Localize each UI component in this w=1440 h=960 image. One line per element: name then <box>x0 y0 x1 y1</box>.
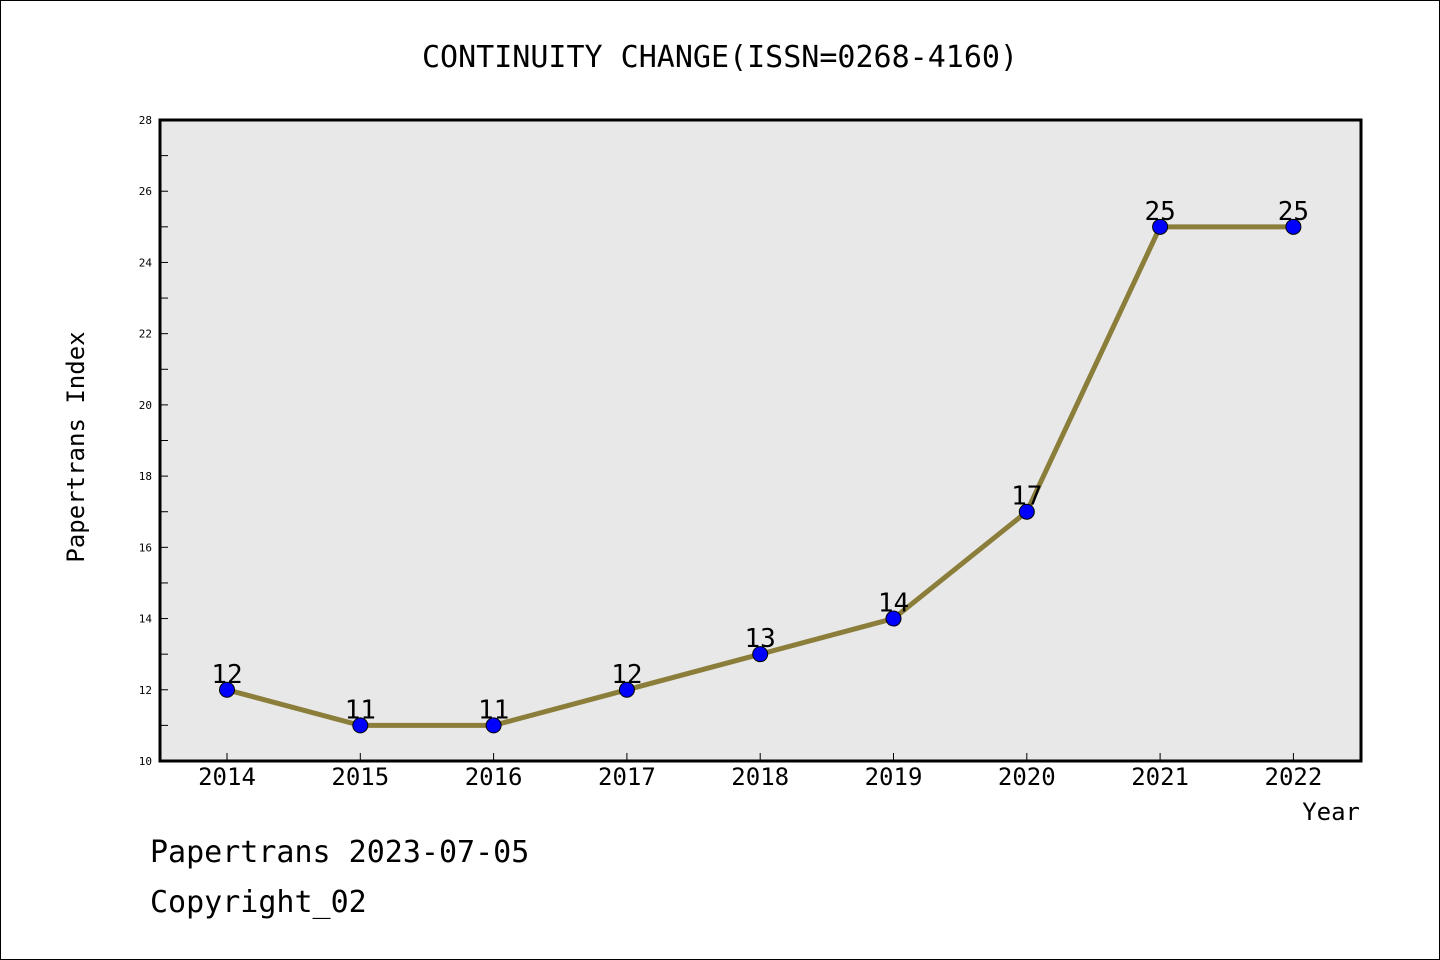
y-tick-label: 18 <box>139 470 152 483</box>
data-label: 11 <box>478 695 509 725</box>
data-point <box>1285 218 1302 235</box>
y-tick-label: 12 <box>139 684 152 697</box>
data-point <box>885 610 902 627</box>
data-label: 25 <box>1144 197 1175 227</box>
data-point <box>752 646 769 663</box>
data-label: 17 <box>1011 482 1042 512</box>
data-point <box>1018 503 1035 520</box>
data-point <box>618 681 635 698</box>
data-label: 13 <box>745 624 776 654</box>
plot-border <box>158 118 1363 763</box>
data-label: 12 <box>611 660 642 690</box>
y-tick-label: 26 <box>139 185 152 198</box>
x-tick-label: 2021 <box>1131 763 1189 791</box>
data-label: 11 <box>345 695 376 725</box>
data-point <box>219 681 235 698</box>
x-tick-label: 2014 <box>198 763 256 791</box>
data-label: 25 <box>1278 197 1309 227</box>
footer-copyright: Copyright_02 <box>150 885 367 920</box>
x-tick-label: 2020 <box>998 763 1056 791</box>
y-axis-label: Papertrans Index <box>62 331 90 562</box>
footer-date: Papertrans 2023-07-05 <box>150 835 530 870</box>
data-label: 12 <box>211 660 242 690</box>
y-tick-label: 24 <box>139 256 153 269</box>
data-label: 14 <box>878 589 909 619</box>
y-tick-label: 28 <box>139 114 152 127</box>
x-tick-label: 2019 <box>865 763 923 791</box>
x-tick-label: 2017 <box>598 763 656 791</box>
x-tick-label: 2018 <box>731 763 789 791</box>
y-tick-label: 16 <box>139 541 152 554</box>
x-tick-label: 2016 <box>465 763 523 791</box>
x-axis-label: Year <box>1302 798 1360 826</box>
y-tick-label: 22 <box>139 328 152 341</box>
data-point <box>485 717 502 734</box>
x-tick-label: 2015 <box>331 763 389 791</box>
y-tick-label: 20 <box>139 399 152 412</box>
plot-area <box>160 120 1361 761</box>
data-point <box>1152 218 1169 235</box>
chart-title: CONTINUITY CHANGE(ISSN=0268-4160) <box>422 40 1018 75</box>
x-tick-label: 2022 <box>1265 763 1323 791</box>
y-tick-label: 14 <box>139 613 153 626</box>
data-point <box>352 717 369 734</box>
y-tick-label: 10 <box>139 755 152 768</box>
